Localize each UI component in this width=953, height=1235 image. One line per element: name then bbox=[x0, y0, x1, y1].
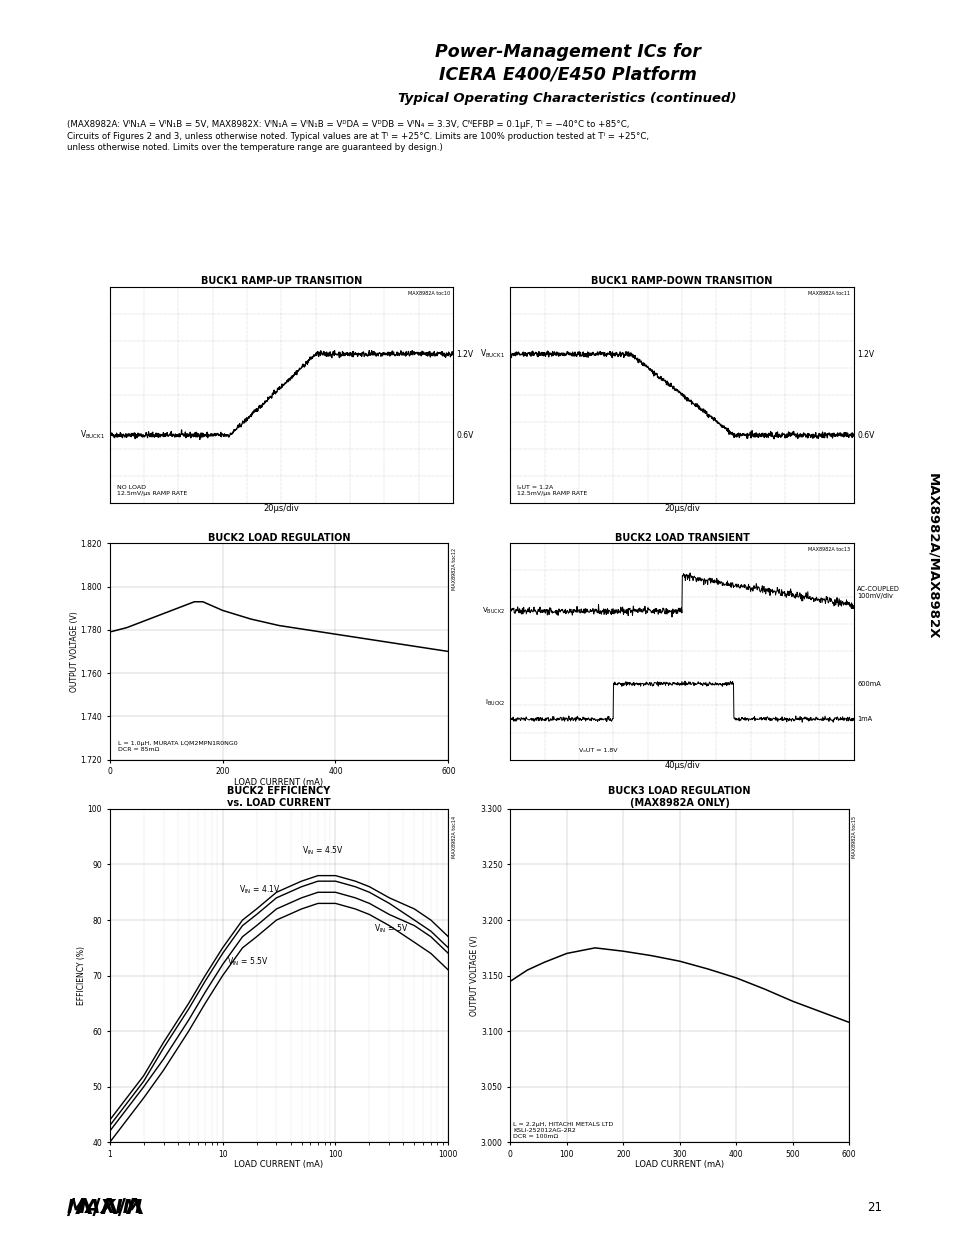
Text: Typical Operating Characteristics (continued): Typical Operating Characteristics (conti… bbox=[398, 93, 736, 105]
Title: BUCK2 LOAD TRANSIENT: BUCK2 LOAD TRANSIENT bbox=[614, 532, 749, 542]
Text: V$_{\rm BUCK2}$: V$_{\rm BUCK2}$ bbox=[481, 606, 505, 616]
Text: MAXIM: MAXIM bbox=[67, 1198, 143, 1218]
X-axis label: LOAD CURRENT (mA): LOAD CURRENT (mA) bbox=[234, 1161, 323, 1170]
Text: 600mA: 600mA bbox=[857, 680, 880, 687]
Text: V$_{\rm IN}$ = 4.5V: V$_{\rm IN}$ = 4.5V bbox=[301, 845, 343, 857]
Text: V$_{\rm BUCK1}$: V$_{\rm BUCK1}$ bbox=[79, 429, 105, 441]
Text: MAX8982A/MAX8982X: MAX8982A/MAX8982X bbox=[925, 473, 939, 638]
Text: L = 1.0μH, MURATA LQM2MPN1R0NG0
DCR = 85mΩ: L = 1.0μH, MURATA LQM2MPN1R0NG0 DCR = 85… bbox=[118, 741, 237, 752]
X-axis label: LOAD CURRENT (mA): LOAD CURRENT (mA) bbox=[635, 1161, 723, 1170]
Text: V$_{\rm BUCK1}$: V$_{\rm BUCK1}$ bbox=[479, 348, 505, 361]
Text: 1.2V: 1.2V bbox=[456, 350, 474, 358]
Text: V$_{\rm IN}$ = 4.1V: V$_{\rm IN}$ = 4.1V bbox=[239, 883, 280, 895]
X-axis label: 40μs/div: 40μs/div bbox=[663, 761, 700, 769]
Text: Power-Management ICs for: Power-Management ICs for bbox=[435, 43, 700, 61]
Text: MAX8982A toc14: MAX8982A toc14 bbox=[452, 815, 456, 858]
Y-axis label: OUTPUT VOLTAGE (V): OUTPUT VOLTAGE (V) bbox=[470, 935, 479, 1016]
Text: I$_{\rm BUCK2}$: I$_{\rm BUCK2}$ bbox=[484, 698, 505, 708]
Text: ∕Λ∕Λ∕Λ: ∕Λ∕Λ∕Λ bbox=[67, 1198, 143, 1218]
Text: 0.6V: 0.6V bbox=[456, 431, 474, 440]
Text: MAX8982A toc10: MAX8982A toc10 bbox=[407, 290, 449, 295]
Text: MAX8982A toc12: MAX8982A toc12 bbox=[452, 548, 456, 590]
Text: IₒUT = 1.2A
12.5mV/μs RAMP RATE: IₒUT = 1.2A 12.5mV/μs RAMP RATE bbox=[517, 485, 587, 496]
Text: 0.6V: 0.6V bbox=[857, 431, 874, 440]
Text: AC-COUPLED
100mV/div: AC-COUPLED 100mV/div bbox=[857, 585, 900, 599]
X-axis label: 20μs/div: 20μs/div bbox=[663, 504, 700, 513]
Title: BUCK1 RAMP-DOWN TRANSITION: BUCK1 RAMP-DOWN TRANSITION bbox=[591, 275, 772, 285]
Text: NO LOAD
12.5mV/μs RAMP RATE: NO LOAD 12.5mV/μs RAMP RATE bbox=[116, 485, 187, 496]
Text: VₒUT = 1.8V: VₒUT = 1.8V bbox=[578, 747, 617, 753]
Title: BUCK1 RAMP-UP TRANSITION: BUCK1 RAMP-UP TRANSITION bbox=[200, 275, 362, 285]
X-axis label: 20μs/div: 20μs/div bbox=[263, 504, 299, 513]
Text: ICERA E400/E450 Platform: ICERA E400/E450 Platform bbox=[438, 65, 696, 83]
Text: MAX8982A toc11: MAX8982A toc11 bbox=[807, 290, 849, 295]
Y-axis label: EFFICIENCY (%): EFFICIENCY (%) bbox=[77, 946, 86, 1005]
Y-axis label: OUTPUT VOLTAGE (V): OUTPUT VOLTAGE (V) bbox=[70, 611, 79, 692]
Text: MAX8982A toc15: MAX8982A toc15 bbox=[852, 815, 857, 858]
Text: 21: 21 bbox=[866, 1202, 882, 1214]
Text: L = 2.2μH, HITACHI METALS LTD
KSLI-252012AG-2R2
DCR = 100mΩ: L = 2.2μH, HITACHI METALS LTD KSLI-25201… bbox=[513, 1123, 613, 1139]
Text: MAX8982A toc13: MAX8982A toc13 bbox=[807, 547, 849, 552]
Title: BUCK2 LOAD REGULATION: BUCK2 LOAD REGULATION bbox=[208, 532, 350, 542]
Title: BUCK3 LOAD REGULATION
(MAX8982A ONLY): BUCK3 LOAD REGULATION (MAX8982A ONLY) bbox=[608, 785, 750, 808]
Text: 1mA: 1mA bbox=[857, 716, 871, 722]
Text: V$_{\rm IN}$ = 5V: V$_{\rm IN}$ = 5V bbox=[374, 923, 408, 935]
Text: 1.2V: 1.2V bbox=[857, 350, 874, 358]
Title: BUCK2 EFFICIENCY
vs. LOAD CURRENT: BUCK2 EFFICIENCY vs. LOAD CURRENT bbox=[227, 785, 331, 808]
Text: (MAX8982A: VᴵN₁A = VᴵN₁B = 5V, MAX8982X: VᴵN₁A = VᴵN₁B = VᴰDA = VᴰDB = VᴵN₄ = 3.: (MAX8982A: VᴵN₁A = VᴵN₁B = 5V, MAX8982X:… bbox=[67, 120, 648, 152]
X-axis label: LOAD CURRENT (mA): LOAD CURRENT (mA) bbox=[234, 778, 323, 787]
Text: V$_{\rm IN}$ = 5.5V: V$_{\rm IN}$ = 5.5V bbox=[227, 956, 269, 968]
